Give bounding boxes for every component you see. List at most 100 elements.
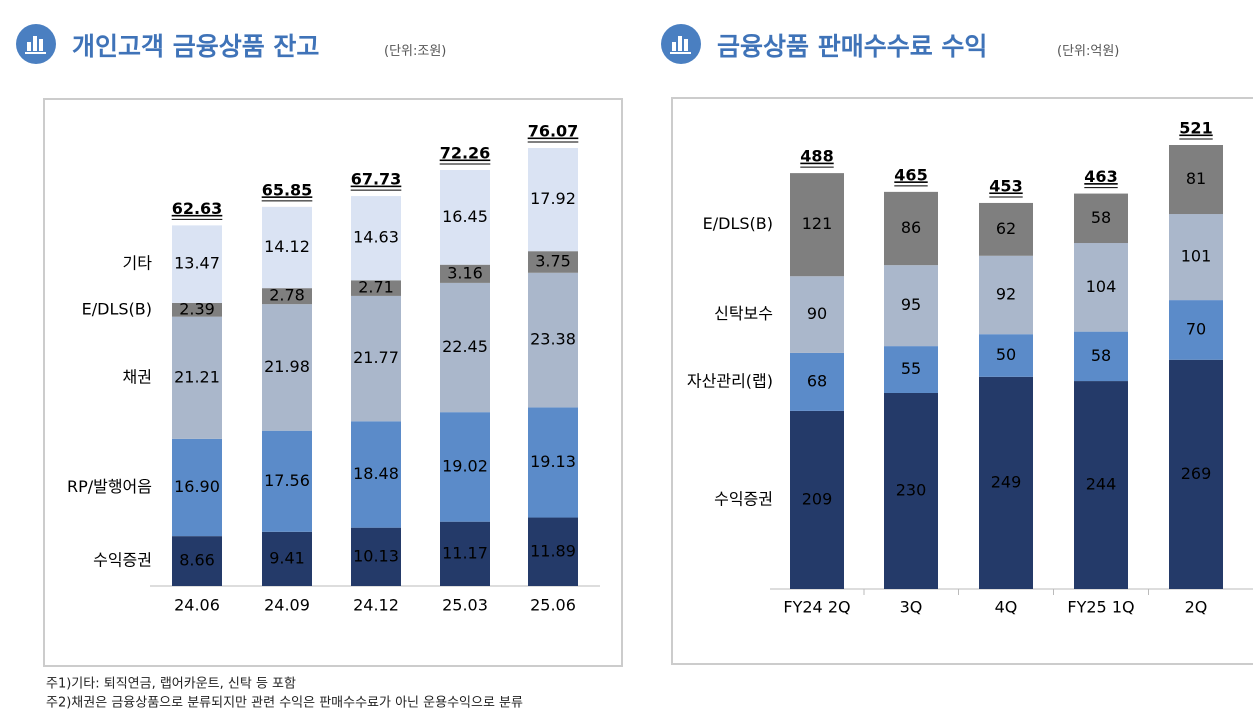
bar-segment — [1169, 359, 1223, 589]
bar-segment — [262, 206, 312, 289]
bar-segment — [351, 280, 401, 296]
total-label: 72.26 — [440, 143, 491, 162]
bar-segment — [790, 276, 844, 353]
total-label: 62.63 — [172, 199, 223, 218]
bar-segment — [884, 392, 938, 589]
x-tick-label: 2Q — [1185, 598, 1208, 617]
bar-segment — [172, 225, 222, 303]
bar-segment — [262, 430, 312, 532]
data-label: 10.13 — [353, 546, 399, 565]
footnote: 주2)채권은 금융상품으로 분류되지만 관련 수익은 판매수수료가 아닌 운용수… — [46, 696, 523, 711]
data-label: 269 — [1181, 464, 1212, 483]
bar-segment — [351, 295, 401, 422]
data-label: 209 — [802, 489, 833, 508]
legend-label: 채권 — [123, 367, 152, 386]
data-label: 2.39 — [179, 299, 215, 318]
data-label: 13.47 — [174, 254, 220, 273]
x-tick-label: 25.06 — [530, 596, 576, 615]
legend-label: 기타 — [123, 254, 153, 273]
bar-segment — [262, 531, 312, 586]
bar-segment — [351, 527, 401, 586]
data-label: 104 — [1086, 277, 1117, 296]
total-label: 488 — [800, 147, 833, 166]
bar-segment — [172, 302, 222, 317]
data-label: 11.89 — [530, 541, 576, 560]
bar-segment — [528, 517, 578, 586]
bar-segment — [262, 288, 312, 305]
legend-label: 수익증권 — [93, 551, 152, 570]
bar-segment — [1074, 243, 1128, 332]
total-label: 521 — [1179, 119, 1212, 138]
total-label: 67.73 — [351, 170, 402, 189]
header-icon — [16, 24, 56, 64]
bar-segment — [172, 316, 222, 439]
bar-segment — [790, 173, 844, 277]
bar-segment — [440, 169, 490, 265]
data-label: 101 — [1181, 247, 1212, 266]
unit-label: (단위:조원) — [384, 44, 446, 59]
x-tick-label: 25.03 — [442, 596, 488, 615]
bar-segment — [1074, 193, 1128, 244]
x-tick-label: 4Q — [995, 598, 1018, 617]
legend-label: 수익증권 — [714, 489, 773, 508]
legend-label: E/DLS(B) — [82, 299, 152, 318]
data-label: 21.77 — [353, 348, 399, 367]
data-label: 81 — [1186, 169, 1206, 188]
data-label: 22.45 — [442, 337, 488, 356]
data-label: 230 — [896, 480, 927, 499]
data-label: 2.71 — [358, 278, 394, 297]
data-label: 62 — [996, 219, 1016, 238]
bar-segment — [979, 202, 1033, 256]
bar-segment — [528, 272, 578, 408]
data-label: 21.98 — [264, 357, 310, 376]
bar-segment — [351, 196, 401, 281]
bar-segment — [172, 536, 222, 586]
data-label: 3.75 — [535, 251, 571, 270]
bar-segment — [884, 265, 938, 347]
x-tick-label: 24.09 — [264, 596, 310, 615]
total-label: 463 — [1084, 167, 1117, 186]
header-icon — [661, 24, 701, 64]
x-tick-label: FY25 1Q — [1067, 598, 1134, 617]
total-label: 65.85 — [262, 180, 313, 199]
chart-title: 금융상품 판매수수료 수익 — [717, 32, 987, 61]
bar-segment — [172, 438, 222, 537]
bar-segment — [1169, 214, 1223, 301]
data-label: 14.63 — [353, 228, 399, 247]
total-label: 453 — [989, 176, 1022, 195]
bar-segment — [262, 304, 312, 431]
data-label: 95 — [901, 295, 921, 314]
bar-segment — [1074, 381, 1128, 589]
data-label: 14.12 — [264, 237, 310, 256]
total-label: 76.07 — [528, 122, 579, 141]
data-label: 23.38 — [530, 330, 576, 349]
bar-segment — [528, 407, 578, 518]
chart-frame — [671, 97, 1253, 665]
data-label: 21.21 — [174, 367, 220, 386]
data-label: 11.17 — [442, 543, 488, 562]
legend-label: 신탁보수 — [714, 304, 773, 323]
bar-segment — [1169, 145, 1223, 215]
x-tick-label: 24.12 — [353, 596, 399, 615]
legend-label: RP/발행어음 — [67, 477, 152, 496]
legend-label: E/DLS(B) — [703, 214, 773, 233]
bar-segment — [440, 282, 490, 413]
bar-segment — [1074, 331, 1128, 382]
data-label: 8.66 — [179, 551, 215, 570]
data-label: 19.13 — [530, 452, 576, 471]
data-label: 3.16 — [447, 263, 483, 282]
bar-segment — [351, 421, 401, 528]
bar-segment — [528, 251, 578, 273]
chart-title: 개인고객 금융상품 잔고 — [72, 32, 319, 61]
bar-segment — [790, 352, 844, 411]
bar-segment — [440, 264, 490, 283]
data-label: 9.41 — [269, 548, 305, 567]
bar-segment — [440, 412, 490, 522]
x-tick-label: 3Q — [900, 598, 923, 617]
data-label: 18.48 — [353, 464, 399, 483]
x-tick-label: FY24 2Q — [783, 598, 850, 617]
bar-segment — [440, 521, 490, 586]
data-label: 121 — [802, 214, 833, 233]
